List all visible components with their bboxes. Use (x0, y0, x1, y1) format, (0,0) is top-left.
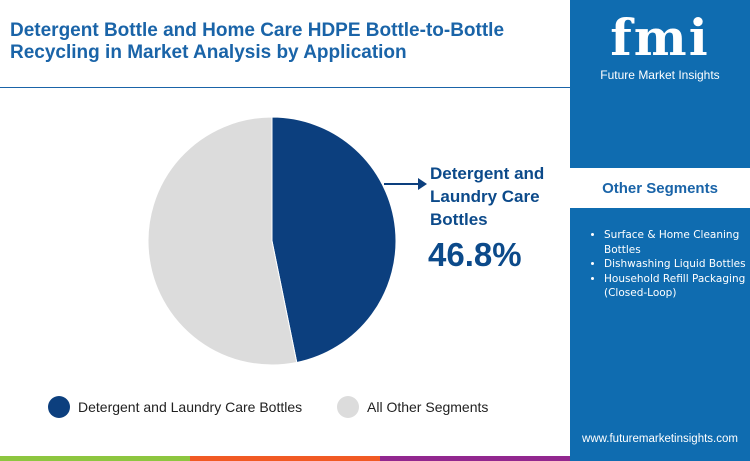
footer-bar-orange (190, 456, 380, 461)
other-segments-header: Other Segments (570, 168, 750, 208)
callout-value: 46.8% (428, 236, 522, 273)
legend-item-detergent: Detergent and Laundry Care Bottles (48, 396, 302, 418)
sidebar: fmi Future Market Insights Other Segment… (570, 0, 750, 461)
legend-label: Detergent and Laundry Care Bottles (78, 399, 303, 415)
other-segments-title: Other Segments (602, 180, 718, 197)
callout-label: Detergent and Laundry Care Bottles (430, 164, 545, 229)
chart-title: Detergent Bottle and Home Care HDPE Bott… (10, 20, 505, 63)
pie-chart (147, 116, 427, 366)
pie-slice-0 (271, 116, 397, 364)
footer-bar-green (0, 456, 190, 461)
segment-item: Household Refill Packaging (Closed-Loop) (604, 272, 750, 301)
divider (0, 87, 570, 88)
segment-item: Dishwashing Liquid Bottles (604, 257, 750, 272)
legend-swatch (48, 396, 70, 418)
logo-mark: fmi (610, 8, 710, 67)
website-url[interactable]: www.futuremarketinsights.com (582, 433, 738, 445)
legend-swatch (337, 396, 359, 418)
logo-name: Future Market Insights (600, 68, 720, 82)
legend-label: All Other Segments (367, 399, 489, 415)
other-segments-list: Surface & Home Cleaning Bottles Dishwash… (590, 228, 750, 301)
pie-slice-1 (147, 116, 298, 366)
fmi-logo: fmi Future Market Insights (570, 8, 750, 82)
footer-bar-purple (380, 456, 570, 461)
segment-item: Surface & Home Cleaning Bottles (604, 228, 750, 257)
legend-item-other: All Other Segments (337, 396, 488, 418)
callout-arrowhead (418, 178, 427, 190)
